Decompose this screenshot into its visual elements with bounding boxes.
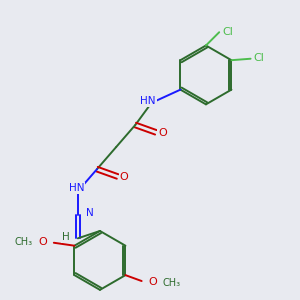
Text: O: O: [120, 172, 128, 182]
Text: CH₃: CH₃: [14, 237, 33, 247]
Text: O: O: [158, 128, 167, 138]
Text: N: N: [86, 208, 94, 218]
Text: Cl: Cl: [254, 53, 264, 63]
Text: HN: HN: [140, 96, 156, 106]
Text: O: O: [148, 277, 157, 286]
Text: Cl: Cl: [222, 27, 233, 37]
Text: HN: HN: [69, 183, 84, 193]
Text: O: O: [39, 237, 47, 247]
Text: H: H: [62, 232, 70, 242]
Text: CH₃: CH₃: [163, 278, 181, 287]
